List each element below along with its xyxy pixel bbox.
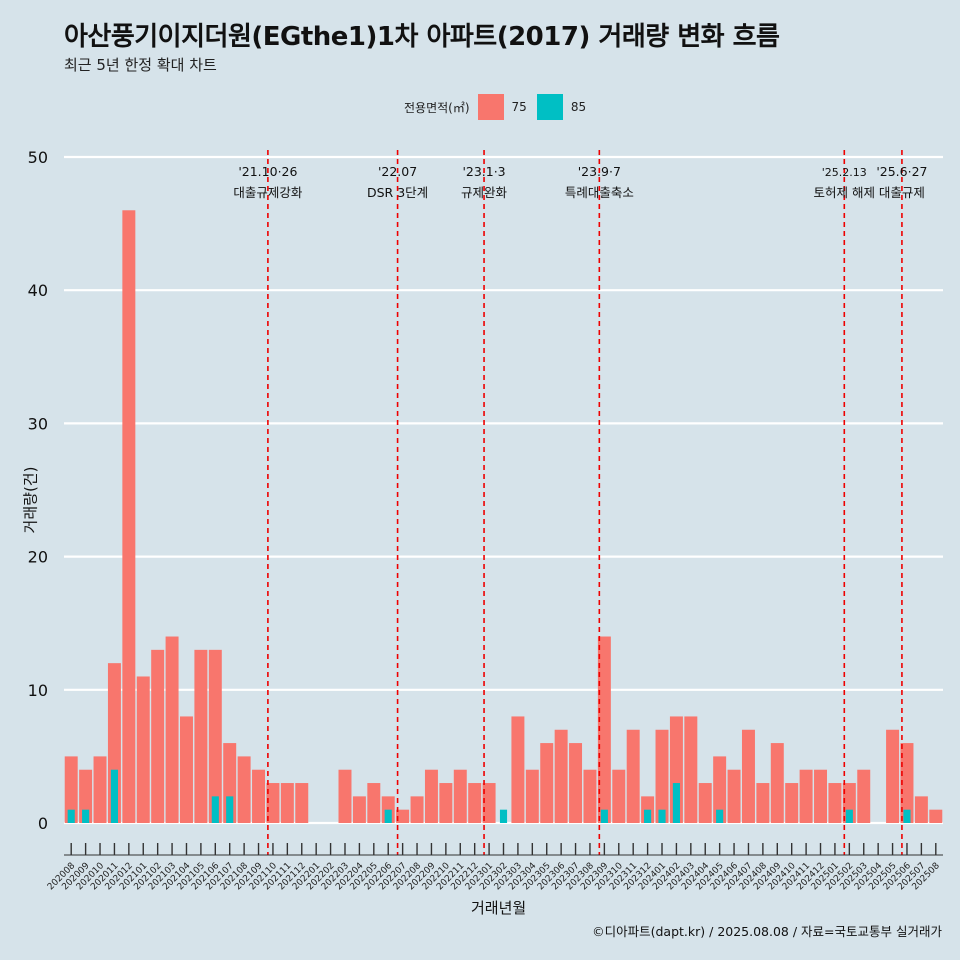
- bar-85-202106: [211, 796, 219, 823]
- bar-75-202104: [179, 716, 193, 823]
- event-desc-label-2: DSR 3단계: [367, 185, 428, 200]
- bar-75-202010: [93, 756, 107, 823]
- bar-75-202105: [194, 649, 208, 823]
- bar-85-202009: [82, 809, 90, 823]
- bar-75-202008: [64, 756, 78, 823]
- bar-85-202402: [672, 783, 680, 823]
- bar-75-202110: [266, 783, 280, 823]
- y-tick-label-0: 0: [38, 814, 48, 833]
- bar-75-202210: [439, 783, 453, 823]
- event-desc-label-5: 토허제 해제: [814, 185, 875, 200]
- bar-75-202308: [583, 769, 597, 823]
- event-date-label-3: '23.1·3: [462, 164, 505, 179]
- bar-75-202311: [626, 729, 640, 823]
- y-tick-label-30: 30: [28, 414, 48, 433]
- bar-75-202506: [900, 743, 914, 823]
- y-tick-label-20: 20: [28, 548, 48, 567]
- y-tick-label-40: 40: [28, 281, 48, 300]
- bar-75-202401: [655, 729, 669, 823]
- bar-85-202302: [499, 809, 508, 823]
- y-tick-label-10: 10: [28, 681, 48, 700]
- bar-85-202008: [67, 809, 75, 823]
- bar-75-202305: [540, 743, 554, 823]
- bar-75-202405: [713, 756, 727, 823]
- bar-75-202406: [727, 769, 741, 823]
- bar-75-202108: [237, 756, 251, 823]
- legend-swatch-75: [477, 94, 504, 120]
- bar-75-202503: [857, 769, 871, 823]
- y-axis-title: 거래량(건): [21, 466, 40, 534]
- bar-75-202208: [410, 796, 424, 823]
- bar-75-202205: [367, 783, 381, 823]
- bar-75-202203: [338, 769, 352, 823]
- bar-75-202106: [208, 649, 222, 823]
- y-tick-label-50: 50: [28, 148, 48, 167]
- bar-75-202309: [597, 636, 611, 823]
- source-caption: ©디아파트(dapt.kr) / 2025.08.08 / 자료=국토교통부 실…: [592, 924, 942, 939]
- bar-75-202204: [352, 796, 366, 823]
- bar-75-202112: [295, 783, 309, 823]
- bar-75-202411: [799, 769, 813, 823]
- event-date-label-5: '25.2.13: [822, 166, 867, 179]
- legend-swatch-85: [536, 94, 563, 120]
- bar-75-202307: [569, 743, 583, 823]
- event-date-label-6: '25.6·27: [876, 164, 927, 179]
- legend-title: 전용면적(㎡): [404, 100, 470, 115]
- bar-75-202211: [453, 769, 467, 823]
- bar-75-202212: [468, 783, 482, 823]
- bar-75-202412: [814, 769, 828, 823]
- bar-85-202502: [845, 809, 853, 823]
- bar-75-202508: [929, 809, 943, 823]
- bar-75-202306: [554, 729, 568, 823]
- event-date-label-2: '22.07: [378, 164, 417, 179]
- bar-75-202101: [136, 676, 150, 823]
- bar-75-202012: [122, 210, 136, 823]
- bar-75-202103: [165, 636, 179, 823]
- bar-75-202109: [252, 769, 266, 823]
- legend: 전용면적(㎡) 75 85: [404, 92, 596, 122]
- bar-75-202310: [612, 769, 626, 823]
- bar-75-202404: [698, 783, 712, 823]
- event-date-label-1: '21.10·26: [238, 164, 297, 179]
- bar-75-202408: [756, 783, 770, 823]
- bar-75-202301: [482, 783, 496, 823]
- bar-85-202011: [110, 769, 119, 823]
- bar-75-202111: [280, 783, 294, 823]
- event-desc-label-3: 규제완화: [461, 185, 508, 200]
- bar-85-202405: [716, 809, 724, 823]
- event-desc-label-1: 대출규제강화: [233, 185, 303, 200]
- bar-75-202505: [886, 729, 900, 823]
- chart-title: 아산풍기이지더원(EGthe1)1차 아파트(2017) 거래량 변화 흐름: [64, 22, 780, 52]
- bar-75-202507: [914, 796, 928, 823]
- bar-85-202506: [903, 809, 911, 823]
- bar-75-202102: [151, 649, 165, 823]
- bar-75-202304: [525, 769, 539, 823]
- bar-75-202403: [684, 716, 698, 823]
- bar-75-202209: [424, 769, 438, 823]
- legend-label-85: 85: [570, 100, 587, 114]
- x-axis-title: 거래년월: [471, 899, 527, 917]
- event-desc-label-6: 대출규제: [879, 185, 925, 200]
- bar-75-202303: [511, 716, 525, 823]
- legend-label-75: 75: [511, 100, 527, 114]
- bar-85-202309: [600, 809, 608, 823]
- bar-75-202501: [828, 783, 842, 823]
- chart-subtitle: 최근 5년 한정 확대 차트: [64, 56, 217, 74]
- event-desc-label-4: 특례대출축소: [565, 185, 634, 200]
- bar-75-202410: [785, 783, 799, 823]
- bar-75-202207: [396, 809, 410, 823]
- bar-85-202401: [658, 809, 666, 823]
- bar-75-202407: [741, 729, 755, 823]
- bar-85-202107: [226, 796, 234, 823]
- bar-85-202312: [644, 809, 652, 823]
- bar-85-202206: [384, 809, 392, 823]
- bar-75-202409: [770, 743, 784, 823]
- event-date-label-4: '23.9·7: [578, 164, 621, 179]
